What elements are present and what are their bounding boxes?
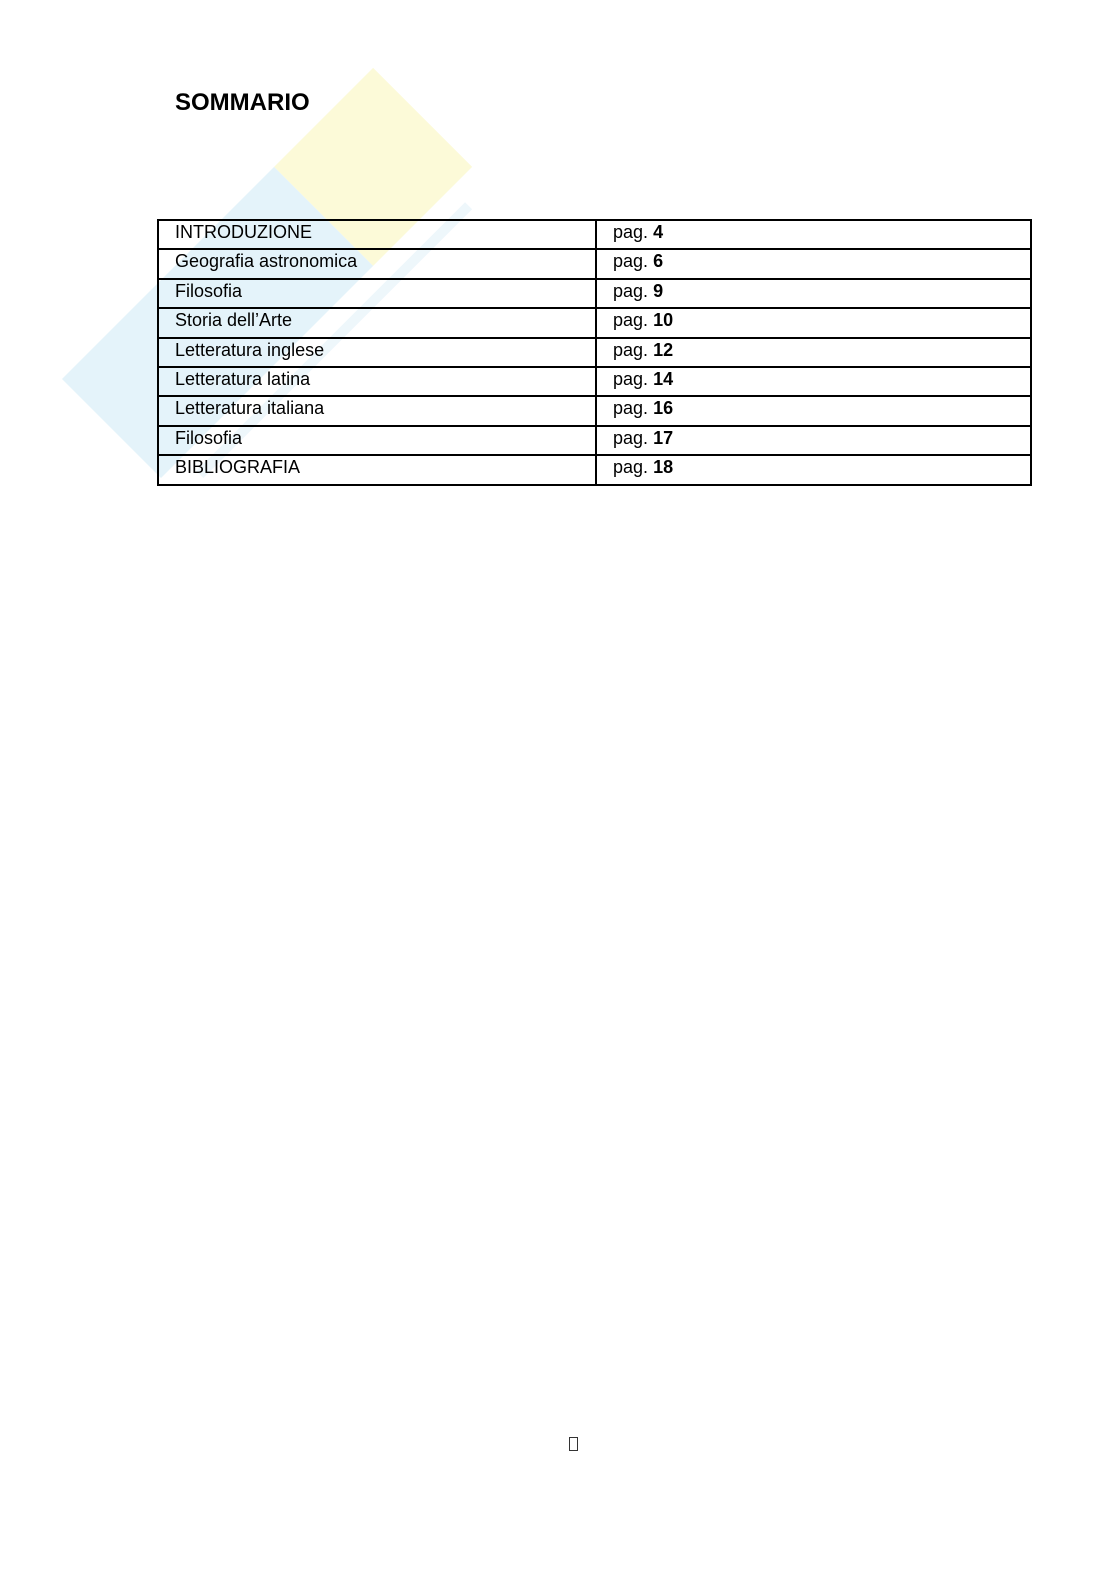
toc-page-cell: pag. 16 (595, 395, 1032, 427)
toc-page-prefix: pag. (613, 251, 649, 272)
toc-page-number: 16 (653, 398, 674, 419)
toc-row: Filosofia pag. 17 (157, 424, 1032, 457)
toc-page-cell: pag. 10 (595, 307, 1032, 339)
toc-section-label: Storia dell’Arte (157, 307, 597, 339)
toc-row: Filosofia pag. 9 (157, 277, 1032, 310)
toc-page-number: 12 (653, 339, 674, 360)
toc-page-prefix: pag. (613, 368, 649, 389)
toc-page-number: 9 (653, 280, 664, 301)
toc-row: Letteratura inglese pag. 12 (157, 336, 1032, 368)
toc-row: BIBLIOGRAFIA pag. 18 (157, 454, 1032, 486)
toc-section-label: Letteratura latina (157, 365, 597, 398)
page-title: SOMMARIO (175, 89, 310, 116)
toc-page-prefix: pag. (613, 427, 649, 448)
toc-row: Letteratura italiana pag. 16 (157, 395, 1032, 427)
toc-page-cell: pag. 18 (595, 454, 1032, 486)
toc-section-label: INTRODUZIONE (157, 218, 597, 251)
toc-section-label: Geografia astronomica (157, 248, 597, 280)
toc-row: Letteratura latina pag. 14 (157, 365, 1032, 398)
toc-page-number: 10 (653, 310, 674, 331)
toc-page-cell: pag. 12 (595, 336, 1032, 368)
page-number-glyph-icon (569, 1437, 578, 1451)
toc-page-number: 6 (653, 251, 664, 272)
table-of-contents: INTRODUZIONE pag. 4 Geografia astronomica… (157, 218, 1032, 486)
toc-page-prefix: pag. (613, 310, 649, 331)
toc-row: Geografia astronomica pag. 6 (157, 248, 1032, 280)
toc-page-cell: pag. 14 (595, 365, 1032, 398)
toc-section-label: Filosofia (157, 424, 597, 457)
toc-page-prefix: pag. (613, 222, 649, 242)
toc-page-prefix: pag. (613, 398, 649, 419)
toc-page-number: 18 (653, 457, 674, 478)
toc-section-label: Letteratura inglese (157, 336, 597, 368)
toc-row: Storia dell’Arte pag. 10 (157, 307, 1032, 339)
toc-section-label: Filosofia (157, 277, 597, 310)
toc-section-label: BIBLIOGRAFIA (157, 454, 597, 486)
toc-page-cell: pag. 6 (595, 248, 1032, 280)
toc-page-cell: pag. 9 (595, 277, 1032, 310)
toc-row: INTRODUZIONE pag. 4 (157, 218, 1032, 251)
toc-page-number: 17 (653, 427, 674, 448)
toc-page-number: 14 (653, 368, 674, 389)
toc-page-prefix: pag. (613, 457, 649, 478)
toc-page-cell: pag. 17 (595, 424, 1032, 457)
toc-page-prefix: pag. (613, 339, 649, 360)
toc-page-number: 4 (653, 222, 664, 242)
toc-page-cell: pag. 4 (595, 218, 1032, 251)
toc-section-label: Letteratura italiana (157, 395, 597, 427)
toc-page-prefix: pag. (613, 280, 649, 301)
